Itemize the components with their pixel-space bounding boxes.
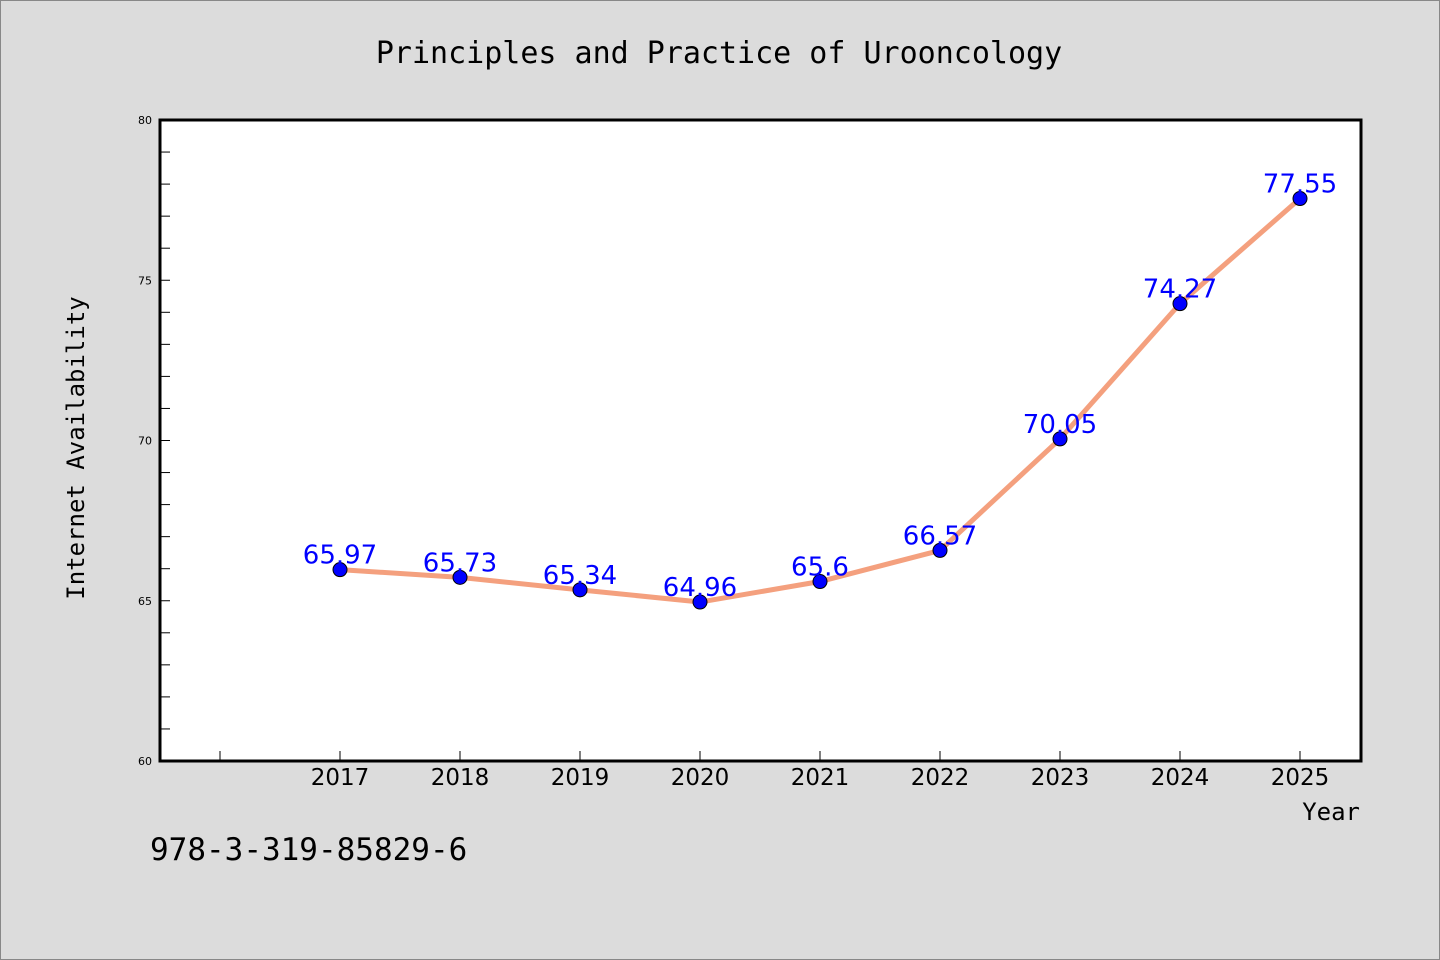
x-tick-label: 2017 [311,765,370,791]
data-point [812,574,828,590]
y-tick-label: 80 [138,114,152,127]
y-tick-label: 70 [138,435,152,448]
y-tick-label: 65 [138,595,152,608]
x-tick-labels: 2017 2018 2019 2020 2021 2022 2023 2024 2025 [311,765,1330,791]
data-label: 65.6 [791,553,849,583]
data-label: 64.96 [663,573,737,603]
data-point [1052,431,1068,447]
plot-area [158,118,1363,763]
x-tick-label: 2023 [1031,765,1090,791]
data-point [1292,191,1308,207]
y-tick-labels: 60 65 70 75 80 [138,114,152,768]
chart-title: Principles and Practice of Urooncology [376,36,1062,71]
isbn-text: 978-3-319-85829-6 [150,832,468,868]
y-tick-label: 75 [138,274,152,287]
data-label: 66.57 [903,521,977,551]
data-point [332,562,348,578]
data-label: 77.55 [1263,170,1337,200]
x-axis-label: Year [1302,798,1360,826]
data-labels: 65.97 65.73 65.34 64.96 65.6 66.57 70.05 74.27 7… [303,170,1337,604]
data-markers [332,191,1308,610]
data-point [452,569,468,585]
y-tick-label: 60 [138,755,152,768]
data-label: 65.73 [423,548,497,578]
data-point [932,542,948,558]
data-point [572,582,588,598]
data-point [692,594,708,610]
data-label: 65.97 [303,541,377,571]
y-axis-label: Internet Availability [62,296,90,599]
data-point [1172,296,1188,312]
x-tick-label: 2020 [671,765,730,791]
x-tick-label: 2022 [911,765,970,791]
x-tick-label: 2025 [1271,765,1330,791]
x-tick-label: 2024 [1151,765,1210,791]
x-tick-label: 2021 [791,765,850,791]
data-label: 74.27 [1143,275,1217,305]
x-tick-label: 2019 [551,765,610,791]
data-label: 65.34 [543,561,617,591]
y-minor-ticks [160,119,170,762]
data-label: 70.05 [1023,410,1097,440]
x-tick-label: 2018 [431,765,490,791]
x-ticks [219,751,1301,761]
